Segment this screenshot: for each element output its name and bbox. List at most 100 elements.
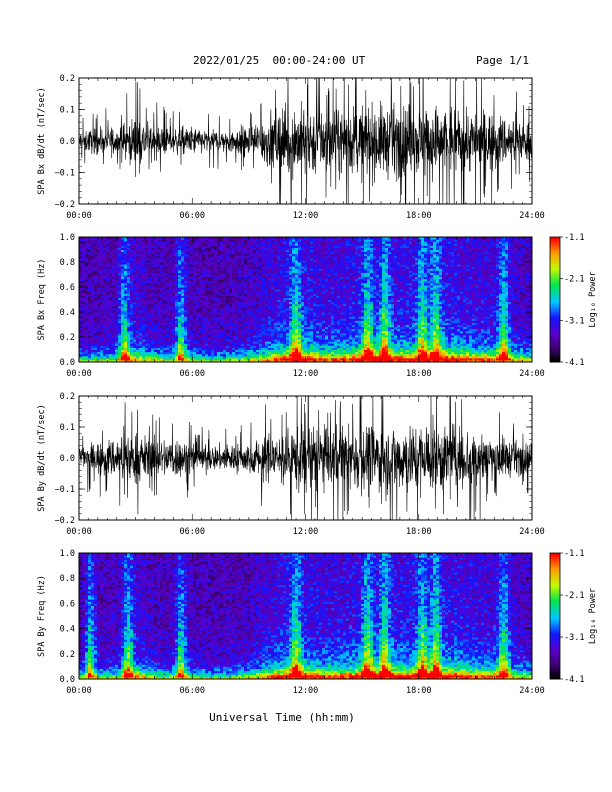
spectrogram-cell bbox=[133, 264, 137, 267]
spectrogram-cell bbox=[154, 266, 158, 269]
spectrogram-cell bbox=[88, 291, 92, 294]
spectrogram-cell bbox=[148, 339, 152, 342]
spectrogram-cell bbox=[145, 282, 149, 286]
spectrogram-cell bbox=[97, 312, 101, 315]
spectrogram-cell bbox=[124, 337, 128, 340]
spectrogram-cell bbox=[136, 291, 140, 294]
spectrogram-cell bbox=[154, 349, 158, 353]
spectrogram-cell bbox=[154, 247, 158, 250]
spectrogram-cell bbox=[82, 332, 86, 336]
spectrogram-cell bbox=[118, 243, 122, 246]
spectrogram-cell bbox=[106, 253, 110, 257]
spectrogram-cell bbox=[121, 280, 125, 284]
spectrogram-cell bbox=[82, 339, 86, 342]
spectrogram-cell bbox=[160, 347, 164, 350]
spectrogram-cell bbox=[103, 312, 107, 315]
spectrogram-cell bbox=[133, 268, 137, 271]
spectrogram-cell bbox=[160, 257, 164, 261]
spectrogram-cell bbox=[112, 357, 116, 361]
spectrogram-cell bbox=[118, 295, 122, 298]
spectrogram-cell bbox=[136, 341, 140, 344]
spectrogram-cell bbox=[166, 237, 170, 240]
spectrogram-cell bbox=[121, 247, 125, 250]
spectrogram-cell bbox=[139, 247, 143, 250]
spectrogram-cell bbox=[82, 303, 86, 307]
x-tick-label: 06:00 bbox=[179, 211, 205, 221]
spectrogram-cell bbox=[100, 268, 104, 271]
spectrogram-cell bbox=[130, 251, 134, 255]
spectrogram-cell bbox=[169, 309, 173, 313]
spectrogram-cell bbox=[145, 293, 149, 296]
spectrogram-cell bbox=[91, 287, 95, 290]
spectrogram-cell bbox=[139, 316, 143, 319]
spectrogram-cell bbox=[136, 299, 140, 303]
spectrogram-cell bbox=[127, 334, 131, 338]
spectrogram-cell bbox=[85, 270, 89, 273]
spectrogram-cell bbox=[94, 305, 98, 309]
spectrogram-cell bbox=[127, 253, 131, 257]
spectrogram-cell bbox=[94, 309, 98, 313]
spectrogram-cell bbox=[118, 278, 122, 282]
spectrogram-cell bbox=[115, 295, 119, 298]
spectrogram-cell bbox=[139, 289, 143, 292]
spectrogram-cell bbox=[148, 291, 152, 294]
spectrogram-cell bbox=[151, 334, 155, 338]
spectrogram-cell bbox=[166, 270, 170, 273]
spectrogram-cell bbox=[136, 353, 140, 357]
spectrogram-cell bbox=[142, 343, 146, 346]
spectrogram-cell bbox=[79, 353, 83, 357]
spectrogram-cell bbox=[112, 309, 116, 313]
spectrogram-cell bbox=[94, 297, 98, 300]
spectrogram-cell bbox=[157, 237, 161, 240]
spectrogram-cell bbox=[154, 357, 158, 361]
spectrogram-cell bbox=[148, 347, 152, 350]
spectrogram-cell bbox=[100, 278, 104, 282]
spectrogram-cell bbox=[100, 291, 104, 294]
spectrogram-cell bbox=[85, 359, 89, 363]
spectrogram-cell bbox=[88, 266, 92, 269]
spectrogram-cell bbox=[121, 268, 125, 271]
spectrogram-cell bbox=[109, 284, 113, 288]
spectrogram-cell bbox=[157, 293, 161, 296]
spectrogram-cell bbox=[133, 266, 137, 269]
spectrogram-cell bbox=[163, 299, 167, 303]
spectrogram-cell bbox=[157, 247, 161, 250]
spectrogram-cell bbox=[124, 328, 128, 332]
spectrogram-cell bbox=[127, 239, 131, 242]
spectrogram-cell bbox=[142, 355, 146, 359]
spectrogram-cell bbox=[151, 251, 155, 255]
spectrogram-cell bbox=[169, 314, 173, 317]
spectrogram-cell bbox=[118, 297, 122, 300]
spectrogram-cell bbox=[133, 320, 137, 323]
waveform-line bbox=[79, 78, 532, 204]
spectrogram-cell bbox=[91, 330, 95, 334]
spectrogram-cell bbox=[115, 276, 119, 280]
spectrogram-cell bbox=[124, 297, 128, 300]
spectrogram-cell bbox=[97, 237, 101, 240]
spectrogram-cell bbox=[166, 309, 170, 313]
spectrogram-cell bbox=[139, 357, 143, 361]
spectrogram-cell bbox=[133, 247, 137, 250]
spectrogram-cell bbox=[130, 349, 134, 353]
spectrogram-cell bbox=[154, 324, 158, 328]
spectrogram-cell bbox=[124, 303, 128, 307]
spectrogram-cell bbox=[94, 241, 98, 244]
spectrogram-cell bbox=[139, 249, 143, 253]
spectrogram-cell bbox=[85, 268, 89, 271]
spectrogram-cell bbox=[112, 334, 116, 338]
spectrogram-cell bbox=[166, 259, 170, 263]
spectrogram-cell bbox=[160, 282, 164, 286]
spectrogram-cell bbox=[127, 257, 131, 261]
spectrogram-cell bbox=[151, 305, 155, 309]
spectrogram-cell bbox=[157, 353, 161, 357]
spectrogram-cell bbox=[139, 237, 143, 240]
spectrogram-cell bbox=[97, 268, 101, 271]
spectrogram-cell bbox=[106, 295, 110, 298]
spectrogram-cell bbox=[148, 332, 152, 336]
spectrogram-cell bbox=[124, 312, 128, 315]
spectrogram-cell bbox=[118, 353, 122, 357]
spectrogram-cell bbox=[127, 316, 131, 319]
spectrogram-cell bbox=[91, 264, 95, 267]
spectrogram-cell bbox=[100, 355, 104, 359]
spectrogram-cell bbox=[115, 351, 119, 355]
